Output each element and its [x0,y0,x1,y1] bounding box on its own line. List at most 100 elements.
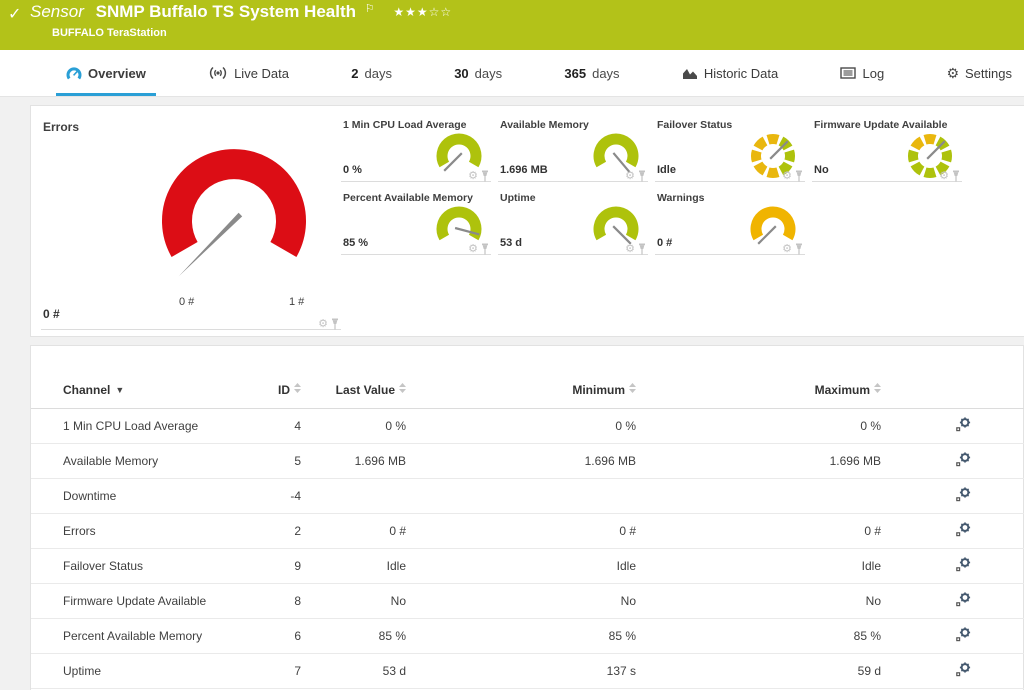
channel-settings-gears-icon[interactable] [955,417,971,432]
channel-name-cell[interactable]: Errors [31,513,261,549]
channel-name-cell[interactable]: Downtime [31,478,261,514]
channel-id-cell: 3 [261,688,301,690]
column-header-last-value[interactable]: Last Value [301,374,406,409]
warnings-gauge [750,206,796,245]
channel-settings-gears-icon[interactable] [955,452,971,467]
pin-icon[interactable] [638,243,646,255]
tab-number: 365 [564,65,587,81]
table-row[interactable]: Downtime -4 [31,478,1024,514]
tab-settings[interactable]: ⚙ Settings [936,50,1022,96]
channel-actions-cell[interactable] [881,443,1024,479]
channel-actions-cell[interactable] [881,618,1024,654]
channel-actions-cell[interactable] [881,583,1024,619]
column-header-maximum[interactable]: Maximum [636,374,881,409]
table-row[interactable]: Available Memory 5 1.696 MB 1.696 MB 1.6… [31,443,1024,479]
gauge-tile-firmware-update[interactable]: Firmware Update Available No ⚙ [812,119,962,182]
gauge-tile-warnings[interactable]: Warnings 0 # ⚙ [655,192,805,255]
pin-icon[interactable] [481,243,489,255]
channel-settings-gears-icon[interactable] [955,662,971,677]
channel-name-cell[interactable]: 1 Min CPU Load Average [31,408,261,444]
gauge-tile-failover-status[interactable]: Failover Status Idle ⚙ [655,119,805,182]
channel-settings-gears-icon[interactable] [955,592,971,607]
page-title: SNMP Buffalo TS System Health [95,2,357,21]
column-header-channel[interactable]: Channel ▼ [31,374,261,409]
gear-icon[interactable]: ⚙ [468,243,478,255]
gear-icon[interactable]: ⚙ [939,170,949,182]
gauge-tile-uptime[interactable]: Uptime 53 d ⚙ [498,192,648,255]
flag-icon[interactable]: ⚐ [364,3,375,15]
channel-actions-cell[interactable] [881,478,1024,514]
channel-id-cell: 7 [261,653,301,689]
channel-settings-gears-icon[interactable] [955,522,971,537]
table-row[interactable]: Errors 2 0 # 0 # 0 # [31,513,1024,549]
channel-settings-gears-icon[interactable] [955,487,971,502]
gauge-title: Warnings [657,192,705,204]
channel-actions-cell[interactable] [881,653,1024,689]
gauge-tile-cpu-load[interactable]: 1 Min CPU Load Average 0 % ⚙ [341,119,491,182]
table-row[interactable]: 1 Min CPU Load Average 4 0 % 0 % 0 % [31,408,1024,444]
gauge-tile-available-memory[interactable]: Available Memory 1.696 MB ⚙ [498,119,648,182]
gear-icon[interactable]: ⚙ [782,243,792,255]
gear-icon[interactable]: ⚙ [468,170,478,182]
tab-30-days[interactable]: 30 days [444,50,512,96]
pin-icon[interactable] [795,243,803,255]
gauge-scale-min: 0 # [179,296,195,308]
table-row[interactable]: Warnings 3 0 # 0 # 0 # [31,688,1024,690]
table-row[interactable]: Failover Status 9 Idle Idle Idle [31,548,1024,584]
gear-icon[interactable]: ⚙ [625,170,635,182]
channel-name-cell[interactable]: Percent Available Memory [31,618,261,654]
channel-name-cell[interactable]: Warnings [31,688,261,690]
last-value-cell: Idle [301,548,406,584]
channel-actions-cell[interactable] [881,513,1024,549]
pin-icon[interactable] [481,170,489,182]
device-name[interactable]: BUFFALO TeraStation [52,27,167,39]
tab-live-data[interactable]: Live Data [198,50,299,96]
channel-id-cell: 2 [261,513,301,549]
tab-label: Log [862,65,885,81]
pin-icon[interactable] [331,318,339,330]
pin-icon[interactable] [638,170,646,182]
tab-2-days[interactable]: 2 days [341,50,402,96]
maximum-cell [636,478,881,514]
gauge-tile-errors[interactable]: Errors 0 # 1 # 0 # ⚙ [41,118,341,330]
minimum-cell [406,478,636,514]
channel-name-cell[interactable]: Available Memory [31,443,261,479]
channel-settings-gears-icon[interactable] [955,627,971,642]
sensor-header: ✓ Sensor SNMP Buffalo TS System Health ⚐… [0,0,1024,50]
gear-icon[interactable]: ⚙ [318,318,328,330]
channel-actions-cell[interactable] [881,688,1024,690]
table-row[interactable]: Uptime 7 53 d 137 s 59 d [31,653,1024,689]
table-row[interactable]: Percent Available Memory 6 85 % 85 % 85 … [31,618,1024,654]
gauge-title: Failover Status [657,119,733,131]
tab-bar: Overview Live Data 2 days 30 days 365 [0,50,1024,97]
channel-actions-cell[interactable] [881,408,1024,444]
priority-stars[interactable]: ★★★☆☆ [393,5,453,19]
column-header-minimum[interactable]: Minimum [406,374,636,409]
channel-actions-cell[interactable] [881,548,1024,584]
table-header-row: Channel ▼ ID Last Value Minimum Maximum [31,374,1024,409]
table-row[interactable]: Firmware Update Available 8 No No No [31,583,1024,619]
last-value-cell: 53 d [301,653,406,689]
channel-name-cell[interactable]: Firmware Update Available [31,583,261,619]
channel-name-cell[interactable]: Uptime [31,653,261,689]
tab-overview[interactable]: Overview [56,50,156,96]
pin-icon[interactable] [795,170,803,182]
tab-historic-data[interactable]: Historic Data [672,50,788,96]
column-header-id[interactable]: ID [261,374,301,409]
pin-icon[interactable] [952,170,960,182]
tab-label: Live Data [234,65,289,81]
sort-icon [629,382,636,396]
tab-log[interactable]: Log [830,50,894,96]
channel-name-cell[interactable]: Failover Status [31,548,261,584]
gauge-value: 0 % [343,164,362,176]
minimum-cell: 137 s [406,653,636,689]
maximum-cell: Idle [636,548,881,584]
last-value-cell: 1.696 MB [301,443,406,479]
gauge-tile-percent-memory[interactable]: Percent Available Memory 85 % ⚙ [341,192,491,255]
tab-365-days[interactable]: 365 days [554,50,629,96]
channel-id-cell: 5 [261,443,301,479]
historic-data-icon [682,68,697,79]
gear-icon[interactable]: ⚙ [782,170,792,182]
gear-icon[interactable]: ⚙ [625,243,635,255]
channel-settings-gears-icon[interactable] [955,557,971,572]
